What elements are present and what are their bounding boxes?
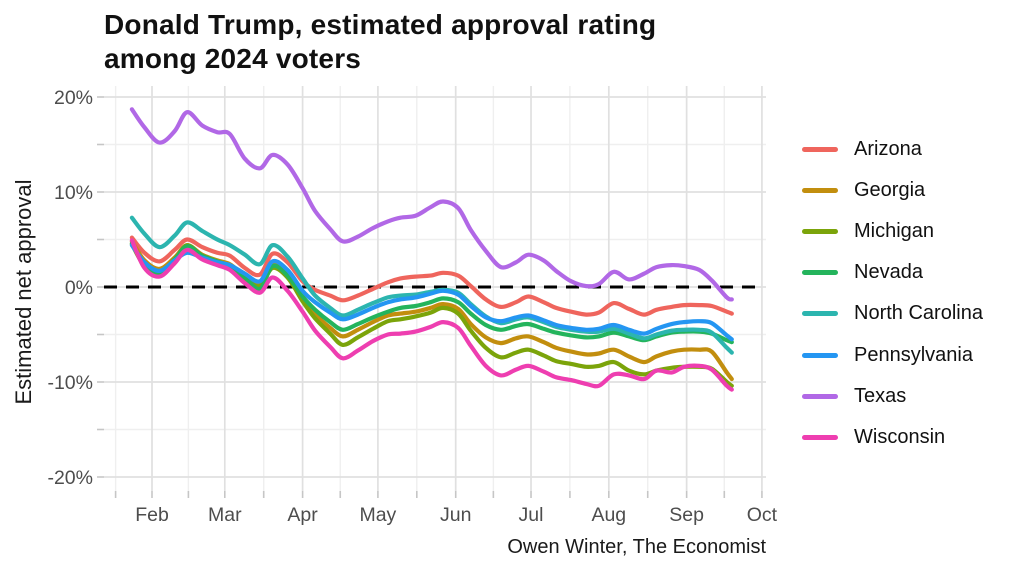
y-axis-title: Estimated net approval <box>11 179 36 405</box>
series-line-pennsylvania <box>129 243 734 342</box>
legend-swatch-michigan <box>802 228 838 234</box>
legend-label-texas: Texas <box>854 384 907 407</box>
legend-label-georgia: Georgia <box>854 178 926 201</box>
legend-label-pennsylvania: Pennsylvania <box>854 343 973 366</box>
series-line-wisconsin <box>129 238 734 392</box>
y-tick-label: 0% <box>65 277 93 299</box>
x-tick-label: Aug <box>591 504 626 526</box>
chart-caption: Owen Winter, The Economist <box>507 536 766 558</box>
legend-swatch-pennsylvania <box>802 352 838 358</box>
x-tick-label: Mar <box>208 504 242 526</box>
x-tick-label: Jul <box>519 504 544 526</box>
legend-item-georgia: Georgia <box>802 179 925 201</box>
x-tick-label: May <box>359 504 396 526</box>
legend-label-north-carolina: North Carolina <box>854 302 983 325</box>
y-tick-label: 20% <box>54 87 93 109</box>
legend-item-texas: Texas <box>802 385 906 407</box>
chart-title: Donald Trump, estimated approval rating … <box>104 9 657 75</box>
legend-label-arizona: Arizona <box>854 137 922 160</box>
x-tick-label: Sep <box>669 504 704 526</box>
legend-label-wisconsin: Wisconsin <box>854 425 946 448</box>
legend-item-michigan: Michigan <box>802 220 934 242</box>
y-tick-label: 10% <box>54 182 93 204</box>
legend-item-north-carolina: North Carolina <box>802 302 983 325</box>
legend-swatch-north-carolina <box>802 311 838 317</box>
legend-item-wisconsin: Wisconsin <box>802 426 945 448</box>
legend-swatch-wisconsin <box>802 434 838 440</box>
legend-swatch-arizona <box>802 146 838 152</box>
y-tick-label: -10% <box>47 372 93 394</box>
x-tick-label: Apr <box>287 504 318 526</box>
legend-swatch-georgia <box>802 187 838 193</box>
legend-item-pennsylvania: Pennsylvania <box>802 344 973 366</box>
legend-item-nevada: Nevada <box>802 261 923 284</box>
legend: Arizona Georgia Michigan Nevada North Caroli… <box>802 0 1018 572</box>
series-line-arizona <box>129 235 734 317</box>
x-tick-label: Oct <box>747 504 778 526</box>
legend-label-nevada: Nevada <box>854 261 923 284</box>
x-tick-label: Jun <box>440 504 471 526</box>
legend-swatch-texas <box>802 393 838 399</box>
legend-label-michigan: Michigan <box>854 219 935 242</box>
legend-item-arizona: Arizona <box>802 138 922 160</box>
x-tick-label: Feb <box>135 504 169 526</box>
y-tick-label: -20% <box>47 467 93 489</box>
legend-swatch-nevada <box>802 270 838 276</box>
series-line-texas <box>129 107 734 302</box>
